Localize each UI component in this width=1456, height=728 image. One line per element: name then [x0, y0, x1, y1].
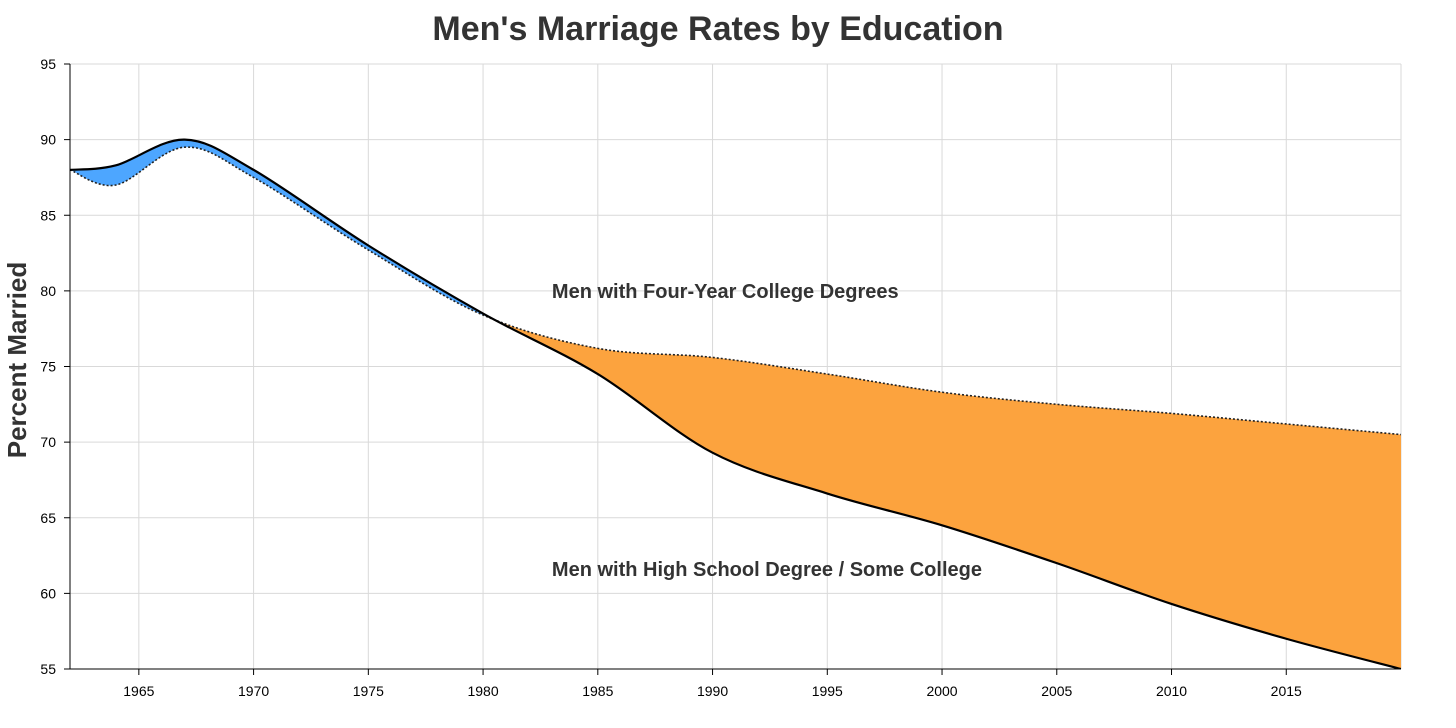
- line-layer: [70, 138, 1401, 669]
- y-axis-label: Percent Married: [2, 262, 32, 459]
- area-layer: [70, 139, 1401, 669]
- y-tick-label: 85: [40, 207, 56, 223]
- y-tick-label: 90: [40, 132, 56, 148]
- area-group-late: [489, 317, 1401, 669]
- y-tick-label: 65: [40, 510, 56, 526]
- x-tick-label: 1975: [353, 683, 384, 699]
- x-tick-label: 2000: [926, 683, 957, 699]
- annotation-college-degree: Men with Four-Year College Degrees: [552, 281, 899, 303]
- annotation-high-school: Men with High School Degree / Some Colle…: [552, 559, 982, 581]
- x-tick-label: 2015: [1271, 683, 1302, 699]
- line-college-degree: [70, 146, 1401, 436]
- x-tick-label: 2010: [1156, 683, 1187, 699]
- chart-title: Men's Marriage Rates by Education: [432, 10, 1003, 48]
- annotation-layer: Men with Four-Year College Degrees Men w…: [552, 281, 982, 581]
- y-tick-label: 55: [40, 661, 56, 677]
- y-tick-label: 60: [40, 585, 56, 601]
- x-tick-label: 1990: [697, 683, 728, 699]
- x-tick-label: 1985: [582, 683, 613, 699]
- x-tick-label: 1995: [812, 683, 843, 699]
- axis-layer: 1965 1970 1975 1980 1985 1990 1995 2000 2005 2010…: [40, 56, 1401, 699]
- y-tick-label: 80: [40, 283, 56, 299]
- line-high-school: [70, 138, 1401, 669]
- x-tick-label: 1965: [123, 683, 154, 699]
- y-tick-label: 95: [40, 56, 56, 72]
- x-tick-label: 1980: [467, 683, 498, 699]
- area-gap-late-orange: [489, 317, 1401, 669]
- x-tick-label: 1970: [238, 683, 269, 699]
- y-tick-label: 70: [40, 434, 56, 450]
- y-tick-label: 75: [40, 359, 56, 375]
- x-tick-label: 2005: [1041, 683, 1072, 699]
